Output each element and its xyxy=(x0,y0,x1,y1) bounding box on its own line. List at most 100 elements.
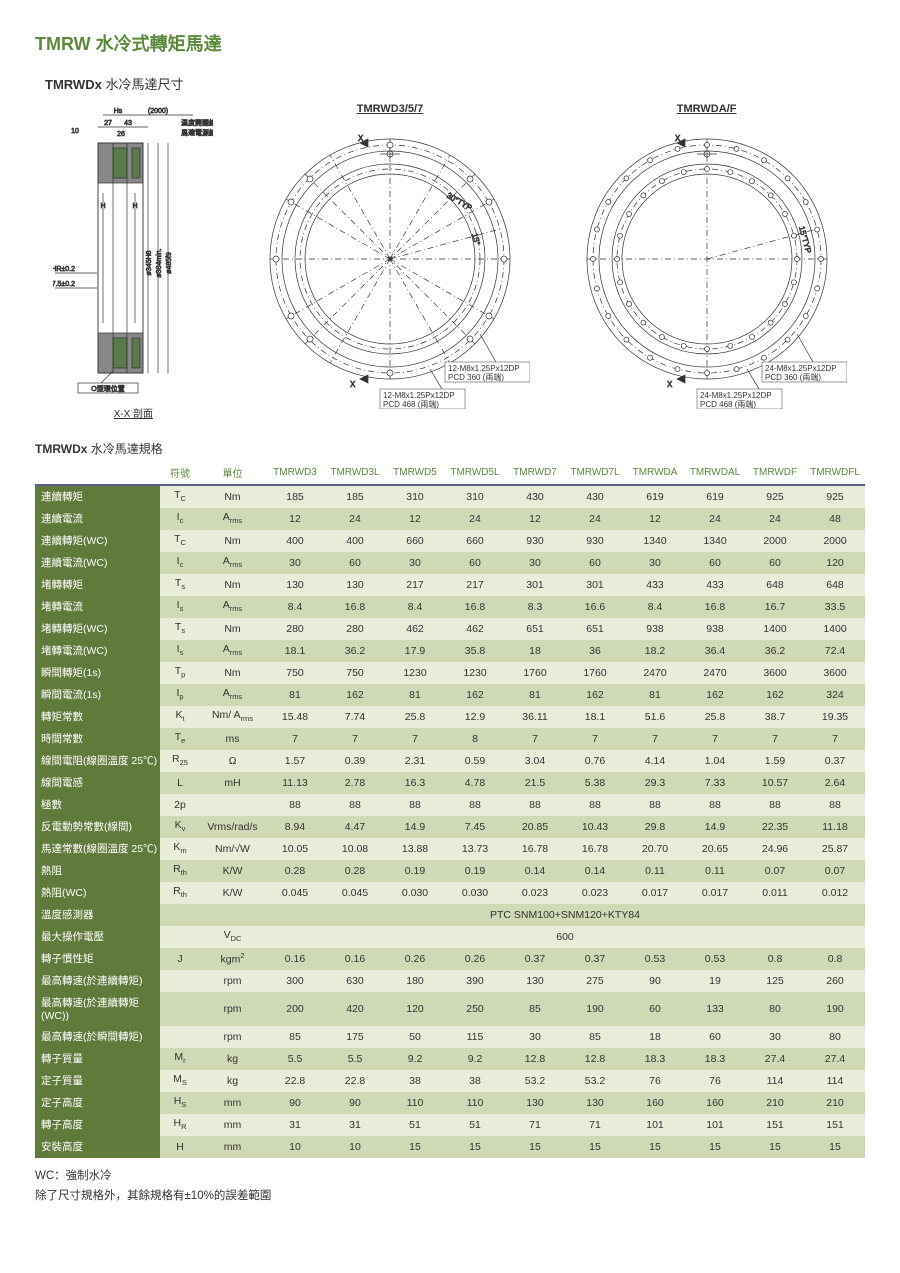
right-circle-svg: 15°TYP X X 24-M8x1.25Px12DP PCD 360 (兩端)… xyxy=(567,119,847,409)
value-cell: 5.5 xyxy=(325,1048,385,1070)
value-cell: 0.19 xyxy=(445,860,505,882)
value-cell: 16.78 xyxy=(565,838,625,860)
diagram-section: Hs (2000) 27 43 10 26 温度開關線 馬達電源線 xyxy=(53,103,213,420)
value-cell: 12 xyxy=(505,508,565,530)
value-cell: 7 xyxy=(745,728,805,750)
value-cell: 938 xyxy=(685,618,745,640)
unit-cell: Arms xyxy=(200,596,265,618)
value-cell: 12 xyxy=(385,508,445,530)
section-title-light: 水冷馬達尺寸 xyxy=(105,77,183,92)
value-cell: 651 xyxy=(505,618,565,640)
svg-text:馬達電源線: 馬達電源線 xyxy=(181,128,213,137)
value-cell: 7 xyxy=(625,728,685,750)
value-cell: 29.3 xyxy=(625,772,685,794)
value-cell: 30 xyxy=(625,552,685,574)
svg-text:24-M8x1.25Px12DP: 24-M8x1.25Px12DP xyxy=(765,364,837,373)
value-cell: 7 xyxy=(565,728,625,750)
value-cell: 15 xyxy=(685,1136,745,1158)
value-cell: 0.26 xyxy=(445,948,505,970)
value-cell: 85 xyxy=(265,1026,325,1048)
unit-cell: kgm2 xyxy=(200,948,265,970)
svg-text:12-M8x1.25Px12DP: 12-M8x1.25Px12DP xyxy=(448,364,520,373)
value-cell: 15 xyxy=(625,1136,685,1158)
value-cell: 38 xyxy=(445,1070,505,1092)
symbol-cell: R25 xyxy=(160,750,200,772)
value-cell: 0.030 xyxy=(385,882,445,904)
value-cell: 20.65 xyxy=(685,838,745,860)
value-cell: 300 xyxy=(265,970,325,992)
value-cell: 1.59 xyxy=(745,750,805,772)
param-cell: 連續轉矩(WC) xyxy=(35,530,160,552)
table-row: 最大操作電壓VDC600 xyxy=(35,926,865,948)
value-cell: 0.030 xyxy=(445,882,505,904)
value-cell: 38.7 xyxy=(745,706,805,728)
table-row: 轉子質量Mrkg5.55.59.29.212.812.818.318.327.4… xyxy=(35,1048,865,1070)
table-row: 連續轉矩TCNm185185310310430430619619925925 xyxy=(35,485,865,508)
svg-text:ø485f9: ø485f9 xyxy=(166,252,173,274)
value-cell: 0.19 xyxy=(385,860,445,882)
value-cell: 750 xyxy=(265,662,325,684)
value-cell: 0.023 xyxy=(565,882,625,904)
value-cell: 18.2 xyxy=(625,640,685,662)
unit-cell: Nm xyxy=(200,618,265,640)
value-cell: 88 xyxy=(505,794,565,816)
value-cell: 15 xyxy=(745,1136,805,1158)
value-cell: 651 xyxy=(565,618,625,640)
value-cell: 30 xyxy=(505,552,565,574)
value-cell: 619 xyxy=(685,485,745,508)
table-row: 最高轉速(於連續轉矩(WC))rpm2004201202508519060133… xyxy=(35,992,865,1026)
value-cell: 85 xyxy=(565,1026,625,1048)
value-cell: 5.38 xyxy=(565,772,625,794)
param-cell: 瞬間電流(1s) xyxy=(35,684,160,706)
value-cell: 0.59 xyxy=(445,750,505,772)
col-header-param xyxy=(35,461,160,485)
unit-cell: Arms xyxy=(200,552,265,574)
param-cell: 溫度感測器 xyxy=(35,904,160,926)
svg-text:37.5±0.2: 37.5±0.2 xyxy=(53,281,75,288)
value-cell: 162 xyxy=(445,684,505,706)
value-cell: 120 xyxy=(805,552,865,574)
svg-text:PCD 468 (兩端): PCD 468 (兩端) xyxy=(383,399,439,409)
value-cell: 10.57 xyxy=(745,772,805,794)
value-cell: 8.4 xyxy=(385,596,445,618)
value-cell: 114 xyxy=(745,1070,805,1092)
value-cell: 648 xyxy=(805,574,865,596)
unit-cell: K/W xyxy=(200,882,265,904)
table-row: 連續電流IcArms12241224122412242448 xyxy=(35,508,865,530)
symbol-cell xyxy=(160,992,200,1026)
value-cell: 1230 xyxy=(445,662,505,684)
value-cell: 16.3 xyxy=(385,772,445,794)
value-cell: 10.05 xyxy=(265,838,325,860)
value-cell: 1.57 xyxy=(265,750,325,772)
param-cell: 瞬間轉矩(1s) xyxy=(35,662,160,684)
spec-thead: 符號單位TMRWD3TMRWD3LTMRWD5TMRWD5LTMRWD7TMRW… xyxy=(35,461,865,485)
value-cell: 0.011 xyxy=(745,882,805,904)
param-cell: 線間電感 xyxy=(35,772,160,794)
unit-cell: rpm xyxy=(200,992,265,1026)
value-cell: 1400 xyxy=(745,618,805,640)
param-cell: 定子高度 xyxy=(35,1092,160,1114)
value-cell: 2470 xyxy=(625,662,685,684)
value-cell: 16.8 xyxy=(445,596,505,618)
value-cell: 114 xyxy=(805,1070,865,1092)
unit-cell: mm xyxy=(200,1092,265,1114)
param-cell: 安裝高度 xyxy=(35,1136,160,1158)
value-cell: 21.5 xyxy=(505,772,565,794)
value-cell: 85 xyxy=(505,992,565,1026)
value-cell: 88 xyxy=(685,794,745,816)
value-cell: 2.78 xyxy=(325,772,385,794)
value-cell: 76 xyxy=(625,1070,685,1092)
value-cell: 13.88 xyxy=(385,838,445,860)
value-cell: 280 xyxy=(325,618,385,640)
param-cell: 轉子慣性矩 xyxy=(35,948,160,970)
param-cell: 線間電阻(線圈溫度 25℃) xyxy=(35,750,160,772)
table-row: 堵轉電流(WC)IsArms18.136.217.935.8183618.236… xyxy=(35,640,865,662)
value-cell: 130 xyxy=(565,1092,625,1114)
table-row: 定子質量MSkg22.822.8383853.253.27676114114 xyxy=(35,1070,865,1092)
note-tolerance: 除了尺寸規格外，其餘規格有±10%的誤差範圍 xyxy=(35,1186,865,1207)
table-row: 安裝高度Hmm10101515151515151515 xyxy=(35,1136,865,1158)
unit-cell: K/W xyxy=(200,860,265,882)
svg-text:HR±0.2: HR±0.2 xyxy=(53,266,75,273)
symbol-cell: Rth xyxy=(160,860,200,882)
table-row: 極數2p88888888888888888888 xyxy=(35,794,865,816)
